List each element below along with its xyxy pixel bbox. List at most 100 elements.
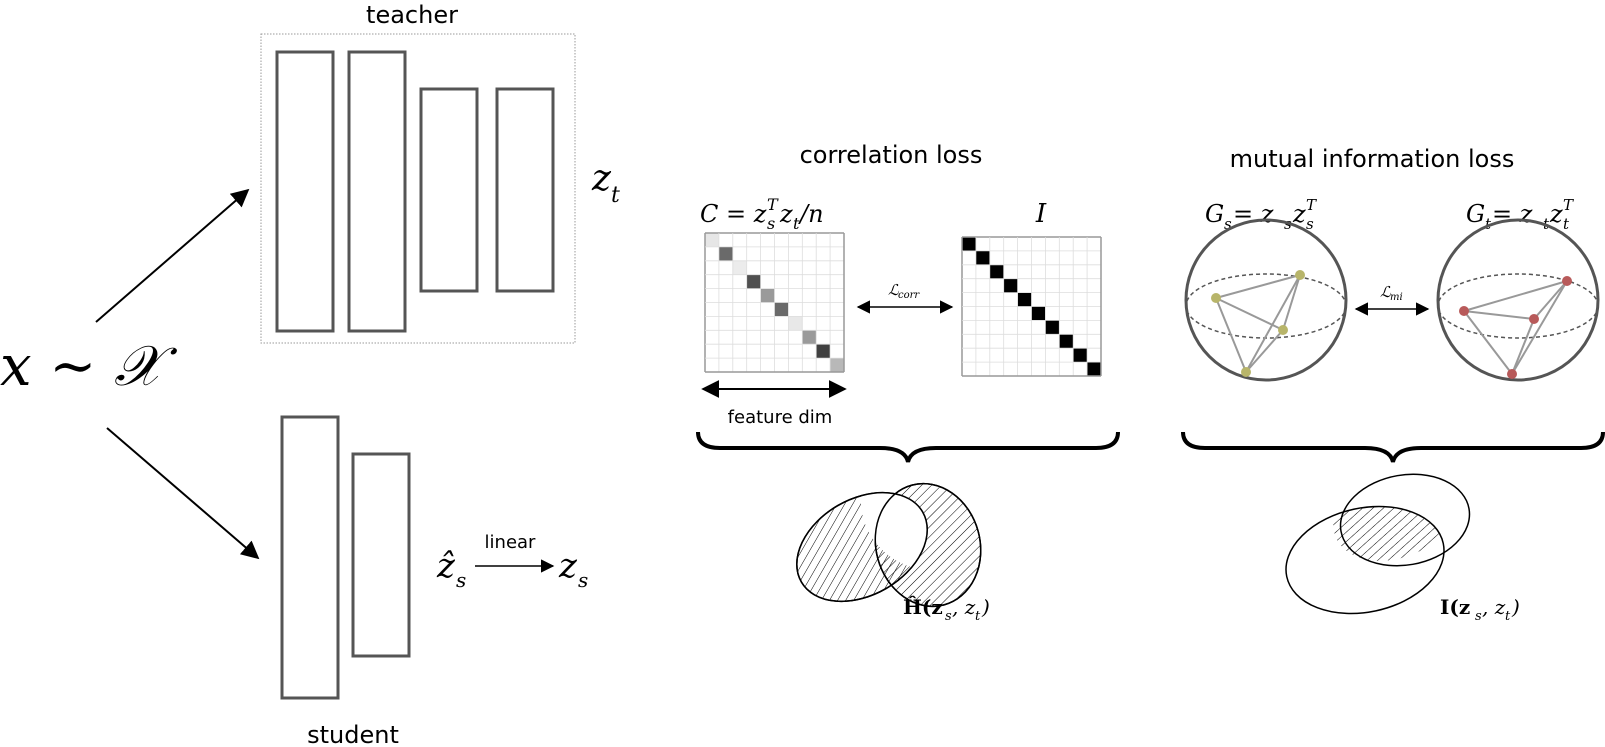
mi-right-ellipse bbox=[1339, 473, 1471, 567]
student-layer-1 bbox=[280, 415, 340, 700]
svg-text:s: s bbox=[767, 214, 775, 233]
svg-text:z: z bbox=[558, 546, 578, 586]
svg-text:G: G bbox=[1205, 200, 1224, 228]
diagonal-cell bbox=[989, 264, 1004, 279]
svg-text:s: s bbox=[1475, 609, 1482, 624]
diagonal-cell bbox=[1003, 278, 1018, 293]
svg-text:s: s bbox=[578, 568, 588, 592]
svg-text:x ∼ 𝒳: x ∼ 𝒳 bbox=[0, 334, 178, 399]
correlation-loss-symbol: ℒ corr bbox=[888, 281, 920, 301]
teacher-embedding-point bbox=[1507, 369, 1517, 379]
diagonal-cell bbox=[705, 233, 719, 247]
svg-text:s: s bbox=[1306, 215, 1314, 233]
svg-text:z: z bbox=[1292, 200, 1306, 228]
svg-text:): ) bbox=[981, 595, 990, 619]
student-embedding-point bbox=[1295, 270, 1305, 280]
svg-text:T: T bbox=[1306, 196, 1317, 214]
student-output-label: z s bbox=[558, 546, 588, 592]
diagonal-cell bbox=[975, 250, 990, 265]
svg-text:t: t bbox=[1505, 609, 1511, 624]
correlation-matrix-formula: C = z T s z t /n bbox=[700, 195, 824, 233]
linear-label: linear bbox=[485, 532, 537, 553]
student-layer-2 bbox=[351, 452, 411, 658]
correlation-matrix bbox=[704, 232, 845, 373]
student-label: student bbox=[307, 721, 399, 747]
diagonal-cell bbox=[1031, 306, 1046, 321]
svg-text:t: t bbox=[611, 183, 620, 208]
svg-text:t: t bbox=[975, 609, 981, 624]
svg-text:Ĥ(z: Ĥ(z bbox=[903, 595, 943, 619]
svg-text:ℒ: ℒ bbox=[888, 281, 900, 299]
mutual-information-loss-title: mutual information loss bbox=[1230, 145, 1515, 173]
teacher-label: teacher bbox=[366, 1, 458, 29]
diagonal-cell bbox=[732, 260, 747, 275]
svg-text:ℒ: ℒ bbox=[1380, 283, 1392, 301]
svg-text:): ) bbox=[1511, 595, 1520, 619]
svg-text:ẑ: ẑ bbox=[436, 546, 456, 586]
correlation-venn bbox=[796, 482, 982, 608]
student-hat-label: ẑ s bbox=[436, 546, 466, 592]
diagonal-cell bbox=[788, 316, 803, 331]
svg-text:mi: mi bbox=[1390, 292, 1403, 303]
svg-text:corr: corr bbox=[898, 290, 920, 301]
identity-matrix bbox=[961, 236, 1102, 377]
diagonal-cell bbox=[802, 330, 817, 345]
diagonal-cell bbox=[746, 274, 761, 289]
svg-text:, z: , z bbox=[952, 595, 976, 619]
svg-text:t: t bbox=[1485, 215, 1492, 233]
svg-text:z: z bbox=[1549, 200, 1563, 228]
svg-text:t: t bbox=[1563, 215, 1570, 233]
svg-text:s: s bbox=[945, 609, 952, 624]
svg-text:t: t bbox=[793, 214, 800, 233]
svg-text:T: T bbox=[1563, 196, 1574, 214]
mi-loss-symbol: ℒ mi bbox=[1380, 283, 1403, 303]
teacher-embedding-point bbox=[1529, 314, 1539, 324]
input-label: x ∼ 𝒳 bbox=[0, 334, 178, 399]
teacher-sphere bbox=[1436, 218, 1600, 382]
diagonal-cell bbox=[774, 302, 789, 317]
teacher-layer-4 bbox=[495, 87, 555, 293]
svg-text:C = z: C = z bbox=[700, 200, 767, 228]
correlation-loss-title: correlation loss bbox=[800, 141, 983, 169]
svg-text:, z: , z bbox=[1482, 595, 1506, 619]
feature-dim-label: feature dim bbox=[728, 407, 833, 428]
diagonal-cell bbox=[1045, 320, 1060, 335]
teacher-layer-2 bbox=[347, 50, 407, 333]
svg-text:G: G bbox=[1466, 200, 1485, 228]
teacher-embedding-point bbox=[1459, 306, 1469, 316]
svg-text:I(z: I(z bbox=[1440, 595, 1470, 619]
svg-text:/n: /n bbox=[798, 200, 824, 228]
diagonal-cell bbox=[962, 237, 976, 251]
student-embedding-point bbox=[1211, 293, 1221, 303]
student-sphere bbox=[1184, 218, 1348, 382]
correlation-venn-label: Ĥ(z s , z t ) bbox=[903, 595, 990, 624]
arrow-to-teacher bbox=[95, 188, 250, 323]
teacher-layer-3 bbox=[419, 87, 479, 293]
teacher-output-label: z t bbox=[591, 158, 620, 208]
diagonal-cell bbox=[816, 344, 831, 359]
student-embedding-point bbox=[1278, 325, 1288, 335]
svg-text:s: s bbox=[456, 568, 466, 592]
svg-text:s: s bbox=[1224, 215, 1232, 233]
svg-text:z: z bbox=[779, 200, 793, 228]
gram-student-formula: G s = z s z s T bbox=[1205, 196, 1317, 233]
diagonal-cell bbox=[1073, 348, 1088, 363]
teacher-frame bbox=[260, 33, 576, 344]
correlation-brace bbox=[696, 431, 1120, 463]
svg-text:T: T bbox=[767, 195, 779, 214]
arrow-to-student bbox=[106, 427, 260, 560]
student-embedding-point bbox=[1241, 367, 1251, 377]
svg-text:z: z bbox=[591, 158, 612, 199]
teacher-embedding-point bbox=[1562, 276, 1572, 286]
mutual-information-venn-label: I(z s , z t ) bbox=[1440, 595, 1520, 624]
mutual-information-brace bbox=[1181, 431, 1605, 463]
identity-label: I bbox=[1035, 199, 1047, 229]
diagonal-cell bbox=[760, 288, 775, 303]
mi-left-ellipse bbox=[1285, 505, 1445, 615]
diagonal-cell bbox=[1059, 334, 1074, 349]
diagonal-cell bbox=[1017, 292, 1032, 307]
diagonal-cell bbox=[830, 358, 844, 372]
teacher-layer-1 bbox=[275, 50, 335, 333]
diagonal-cell bbox=[1087, 362, 1101, 376]
